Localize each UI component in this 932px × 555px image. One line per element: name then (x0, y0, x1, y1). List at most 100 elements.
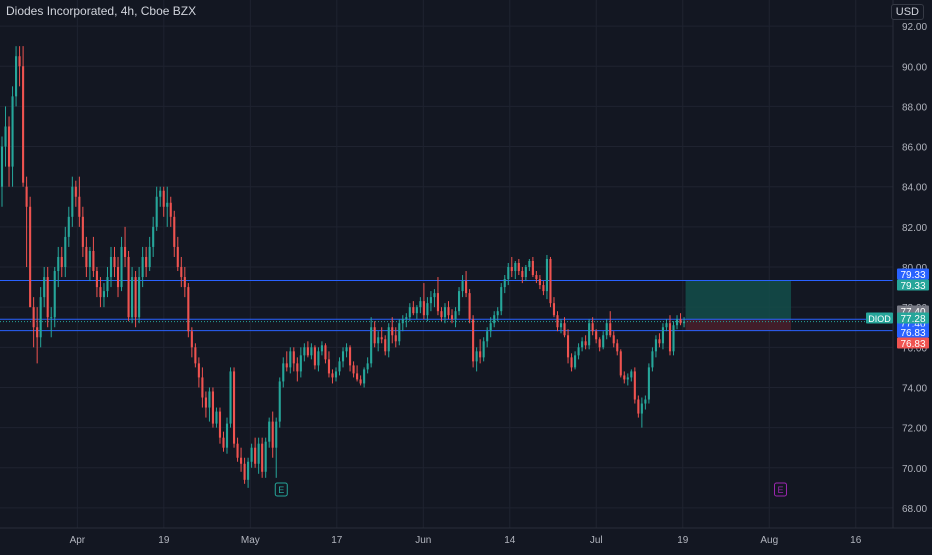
position-stop-zone[interactable] (685, 319, 792, 331)
candle-body (166, 202, 169, 207)
candle-body (327, 359, 331, 374)
candle-body (211, 391, 214, 424)
candle-body (180, 267, 183, 278)
candle-body (95, 271, 98, 288)
candle-body (623, 375, 626, 380)
candle-body (570, 357, 573, 368)
candle-body (605, 323, 608, 336)
candle-body (647, 367, 650, 400)
price-label-badge (897, 279, 929, 291)
y-tick-label: 82.00 (902, 223, 927, 234)
candle-body (292, 351, 295, 364)
candle-body (595, 331, 598, 340)
candle-body (524, 267, 527, 278)
x-tick-label: Jul (590, 535, 603, 546)
candle-body (50, 317, 53, 319)
candle-body (475, 351, 478, 362)
candle-body (581, 341, 584, 348)
candle-body (472, 319, 475, 362)
candle-body (341, 351, 345, 362)
candle-body (99, 287, 102, 298)
candle-body (538, 279, 541, 286)
candle-body (566, 335, 570, 358)
event-marker-label: E (777, 485, 783, 495)
candle-body (197, 363, 200, 378)
candle-body (507, 267, 510, 280)
candle-body (552, 303, 556, 316)
candle-body (250, 447, 253, 462)
candle-body (658, 339, 661, 344)
candle-body (53, 271, 56, 318)
x-tick-label: Jun (415, 535, 431, 546)
candle-body (454, 311, 457, 320)
candle-body (398, 323, 401, 342)
candle-body (278, 381, 281, 422)
candle-body (60, 256, 63, 268)
candle-body (57, 256, 60, 272)
candle-body (261, 443, 264, 472)
candle-body (528, 260, 531, 268)
candle-body (556, 315, 559, 328)
candle-body (377, 337, 380, 344)
chart-title: Diodes Incorporated, 4h, Cboe BZX (6, 4, 197, 18)
candle-body (672, 325, 675, 352)
candle-body (127, 256, 130, 318)
candle-body (363, 369, 366, 384)
y-tick-label: 72.00 (902, 424, 927, 435)
candle-body (443, 307, 447, 318)
candle-body (74, 186, 77, 197)
candle-body (313, 347, 316, 366)
candle-body (370, 327, 373, 364)
candle-body (67, 216, 70, 237)
candle-body (218, 411, 222, 438)
event-marker[interactable] (773, 482, 787, 497)
event-marker[interactable] (274, 482, 288, 497)
candle-body (545, 258, 548, 292)
candle-body (0, 146, 4, 187)
candle-body (46, 277, 49, 318)
candle-body (78, 196, 81, 217)
candle-body (120, 246, 123, 288)
candle-body (602, 335, 605, 348)
candle-body (683, 321, 686, 324)
candle-body (412, 307, 415, 314)
candle-body (11, 96, 14, 167)
candle-body (419, 301, 422, 308)
candle-body (457, 291, 461, 312)
price-label-text: 76.83 (900, 328, 925, 339)
candle-body (36, 327, 39, 338)
candle-body (320, 345, 323, 352)
candle-body (18, 56, 21, 67)
candle-body (429, 297, 432, 304)
candle-body (510, 267, 513, 272)
candle-body (285, 363, 288, 368)
candle-body (247, 461, 250, 480)
candle-body (345, 347, 348, 352)
candle-body (141, 256, 144, 278)
candle-body (173, 216, 176, 247)
y-tick-label: 86.00 (902, 143, 927, 154)
candle-body (517, 262, 520, 272)
candle-body (447, 307, 450, 316)
candle-body (675, 319, 679, 326)
candle-body (106, 277, 109, 292)
candle-body (152, 226, 155, 247)
currency-button[interactable]: USD (890, 4, 924, 20)
candle-body (296, 363, 299, 372)
candle-body (486, 331, 489, 342)
price-label-badge (897, 326, 929, 338)
position-target-zone[interactable] (685, 280, 792, 320)
candle-body (626, 377, 629, 380)
candle-body (264, 441, 267, 472)
candle-body (39, 297, 42, 338)
candle-body (215, 411, 218, 424)
candle-body (588, 323, 591, 346)
candle-body (496, 311, 499, 316)
candle-body (598, 339, 601, 348)
candle-body (394, 335, 397, 342)
candle-body (384, 339, 387, 352)
x-tick-label: Apr (70, 535, 86, 546)
candle-body (612, 335, 615, 344)
